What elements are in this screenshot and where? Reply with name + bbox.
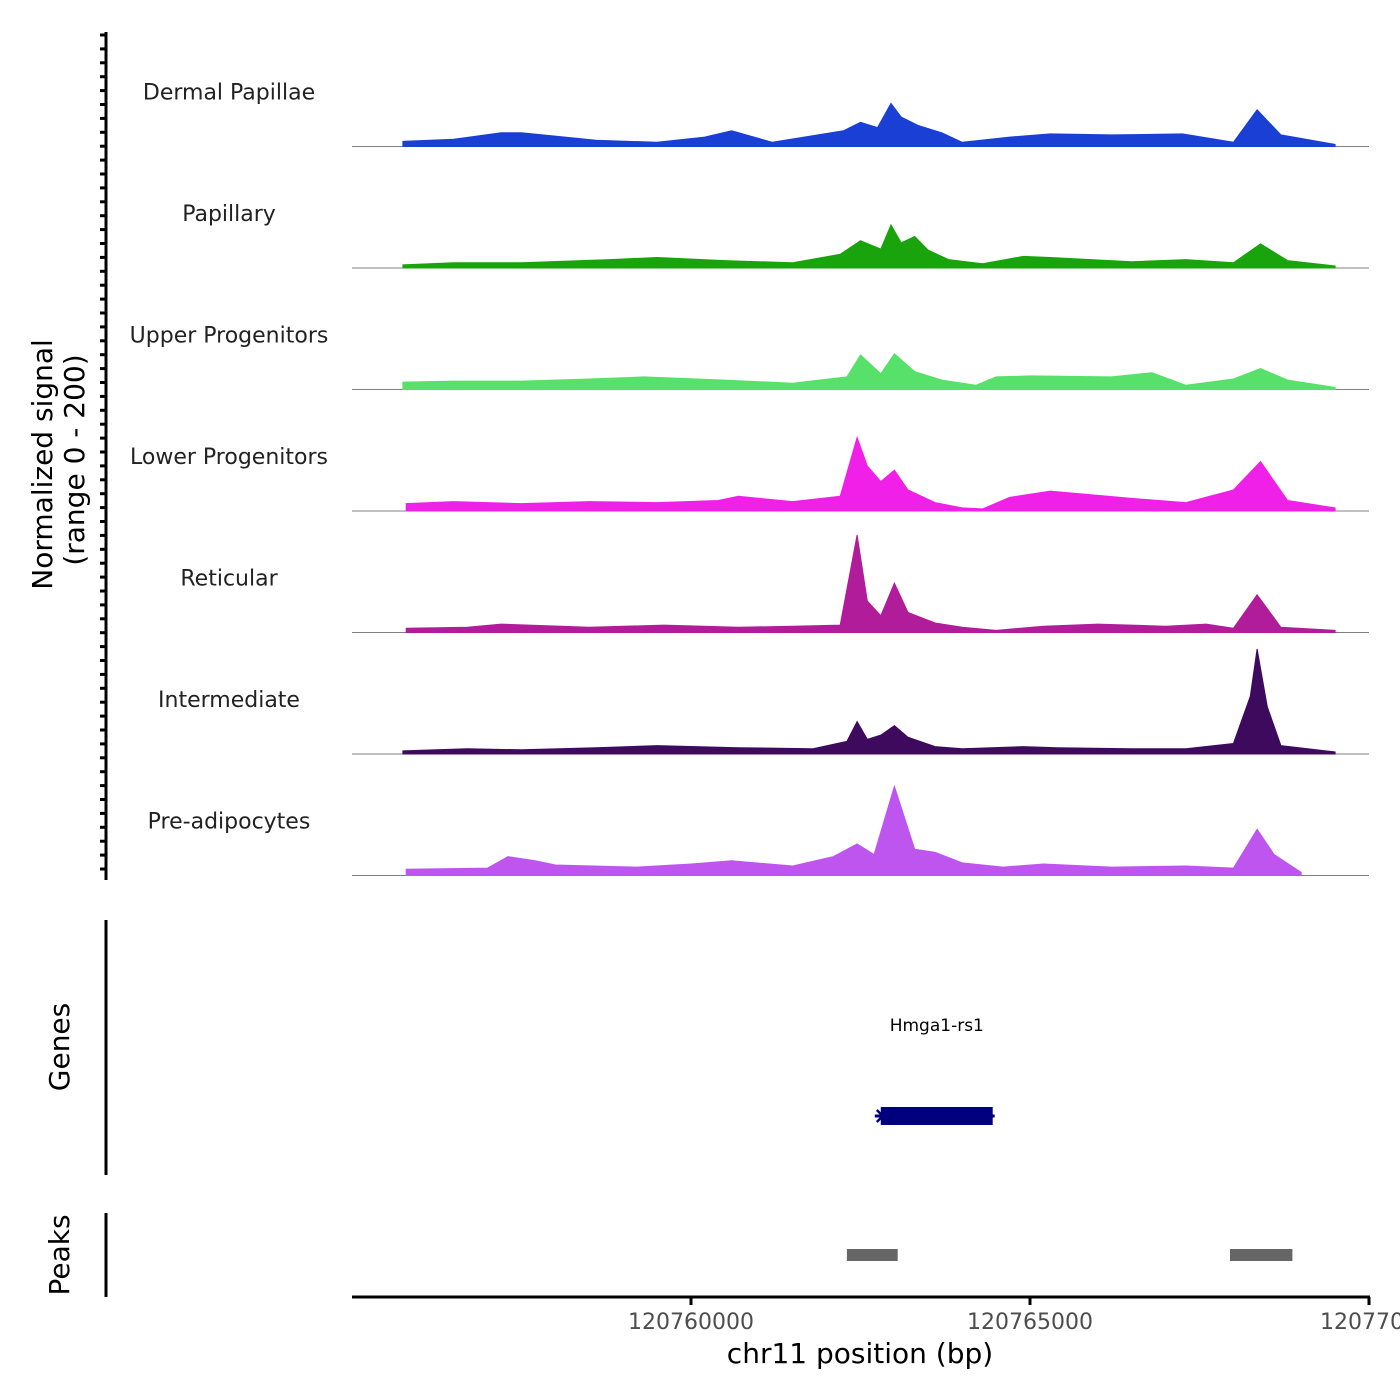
x-tick-label: 1207700 [1320,1310,1400,1335]
track-label: Pre-adipocytes [148,810,311,835]
track-upper-progenitors: Upper Progenitors [130,324,1369,390]
track-reticular: Reticular [180,534,1369,633]
gene-label: Hmga1-rs1 [890,1016,984,1036]
track-papillary: Papillary [182,202,1369,269]
track-label: Papillary [182,202,276,227]
peaks-panel-title: Peaks [43,1214,76,1295]
track-label: Lower Progenitors [130,445,328,470]
signal-y-ticks [100,33,106,871]
track-area [405,435,1336,512]
x-axis-title: chr11 position (bp) [727,1337,993,1370]
track-area [402,223,1336,269]
coverage-tracks: Dermal Papillae Papillary Upper Progenitor… [130,81,1369,876]
track-intermediate: Intermediate [158,648,1369,755]
peak-region [846,1249,898,1261]
track-label: Dermal Papillae [143,81,315,106]
track-label: Upper Progenitors [130,324,329,349]
y-axis-title: Normalized signal (range 0 - 200) [26,330,91,589]
peak-region [1230,1249,1293,1261]
track-area [405,784,1302,876]
x-tick-label: 120760000 [628,1310,754,1335]
peaks-panel [846,1249,1293,1261]
y-axis-title-line-1: Normalized signal [26,339,59,590]
track-area [405,534,1336,633]
gene-hmga1-rs1: Hmga1-rs1 [874,1016,995,1125]
track-area [402,102,1336,147]
y-axis-title-line-2: (range 0 - 200) [58,354,91,565]
track-area [402,648,1336,755]
track-label: Reticular [180,567,278,592]
genes-panel: Hmga1-rs1 [874,1016,995,1125]
x-axis-ticks: 120760000 120765000 1207700 [628,1297,1400,1335]
x-tick-label: 120765000 [967,1310,1093,1335]
track-dermal-papillae: Dermal Papillae [143,81,1369,147]
genes-panel-title: Genes [43,1003,76,1091]
track-label: Intermediate [158,688,300,713]
gene-strand-arrow [875,1109,885,1123]
track-area [402,353,1336,390]
track-pre-adipocytes: Pre-adipocytes [148,784,1369,876]
track-lower-progenitors: Lower Progenitors [130,435,1369,512]
